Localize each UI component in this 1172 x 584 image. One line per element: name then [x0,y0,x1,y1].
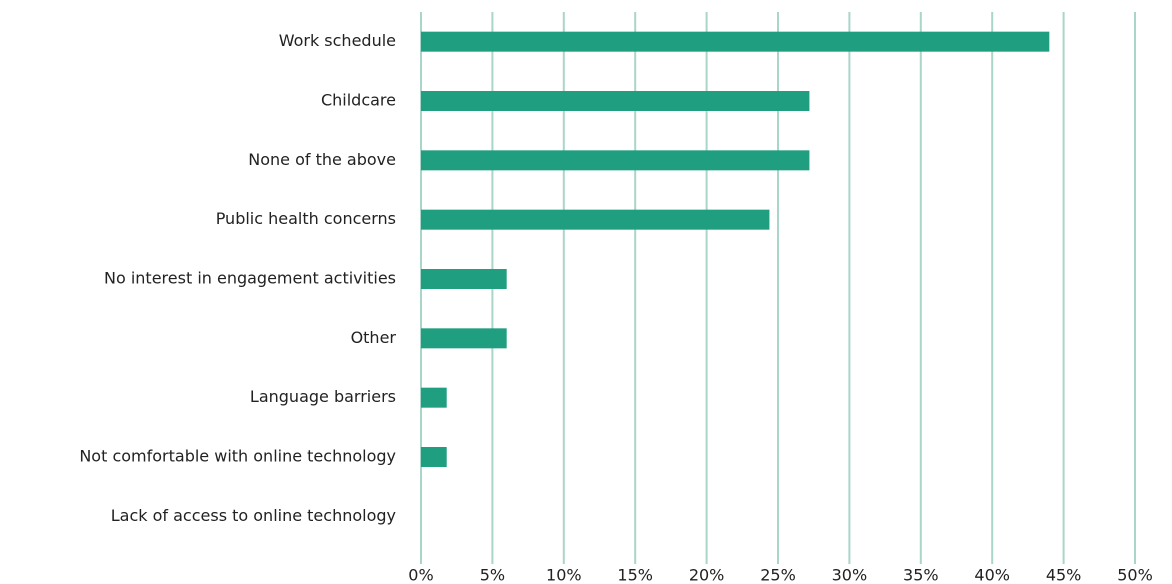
x-tick-label: 0% [408,566,433,584]
x-tick-label: 5% [480,566,505,584]
y-tick-label: Other [351,328,397,347]
bar [421,91,810,111]
x-tick-label: 20% [689,566,725,584]
bar [421,209,770,230]
x-tick-label: 50% [1117,566,1153,584]
bar [421,387,447,408]
y-tick-label: Not comfortable with online technology [79,447,396,466]
bar [421,269,507,289]
y-tick-label: Lack of access to online technology [111,506,396,525]
bar [421,150,810,171]
y-tick-label: Work schedule [279,31,396,50]
y-tick-label: Childcare [321,91,396,110]
x-tick-label: 25% [760,566,796,584]
x-tick-label: 15% [617,566,653,584]
x-tick-label: 35% [903,566,939,584]
bar [421,328,507,349]
x-tick-label: 45% [1046,566,1082,584]
x-tick-label: 40% [974,566,1010,584]
x-tick-label: 10% [546,566,582,584]
y-tick-label: Public health concerns [216,209,396,228]
y-tick-label: None of the above [248,150,396,169]
y-tick-label: No interest in engagement activities [104,269,396,288]
y-tick-label: Language barriers [250,387,396,406]
x-tick-label: 30% [832,566,868,584]
bar [421,447,447,467]
bar [421,31,1050,52]
